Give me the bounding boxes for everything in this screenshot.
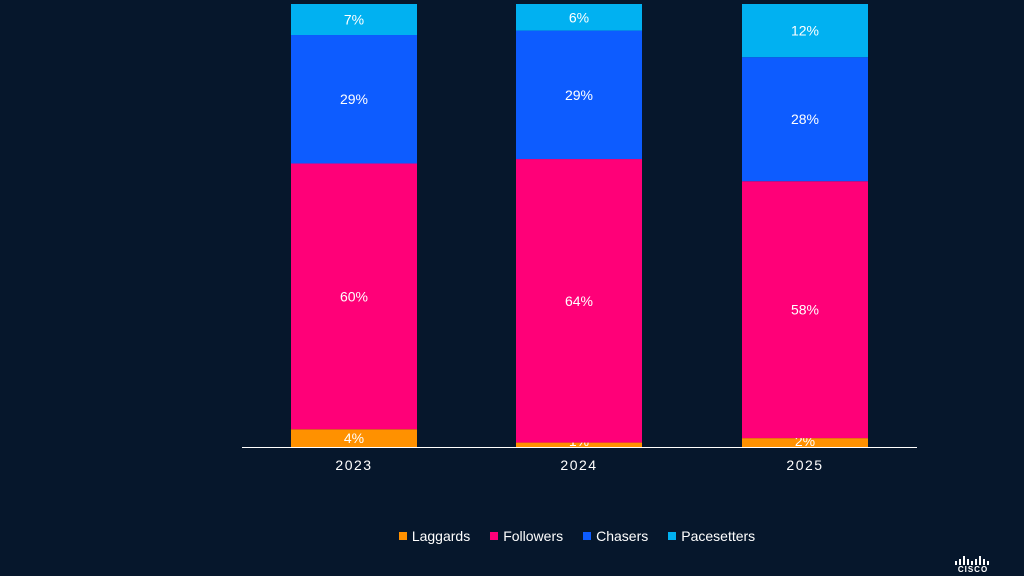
data-label-pacesetters-2024: 6% <box>569 9 589 25</box>
data-label-chasers-2024: 29% <box>565 87 593 103</box>
data-label-pacesetters-2023: 7% <box>344 12 364 28</box>
bar-segment-followers-2023 <box>291 163 417 430</box>
legend-label-pacesetters: Pacesetters <box>681 528 756 544</box>
data-label-chasers-2025: 28% <box>791 111 819 127</box>
data-label-followers-2023: 60% <box>340 288 368 304</box>
legend-label-followers: Followers <box>503 528 564 544</box>
legend-swatch-laggards <box>398 532 407 540</box>
cisco-logo-icon <box>955 556 989 565</box>
data-label-followers-2024: 64% <box>565 293 593 309</box>
cisco-logo: CISCO <box>953 554 993 574</box>
legend-swatch-followers <box>490 532 499 540</box>
legend-swatch-chasers <box>583 532 592 540</box>
data-label-followers-2025: 58% <box>791 302 819 318</box>
data-label-chasers-2023: 29% <box>340 91 368 107</box>
legend-item-followers: Followers <box>490 526 563 546</box>
chart-legend: Laggards Followers Chasers Pacesetters <box>0 526 1024 546</box>
bar-segment-laggards-2025 <box>742 438 868 447</box>
x-tick-label-2023: 2023 <box>335 457 372 473</box>
legend-item-pacesetters: Pacesetters <box>668 526 755 546</box>
legend-item-chasers: Chasers <box>583 526 648 546</box>
bar-segment-chasers-2024 <box>516 30 642 160</box>
legend-label-chasers: Chasers <box>596 528 649 544</box>
logo-text: CISCO <box>957 565 989 574</box>
legend-item-laggards: Laggards <box>398 526 471 546</box>
bar-segment-pacesetters-2024 <box>516 4 642 31</box>
bar-segment-pacesetters-2025 <box>742 4 868 58</box>
bar-segment-chasers-2023 <box>291 35 417 164</box>
x-tick-label-2025: 2025 <box>786 457 823 473</box>
bar-segment-followers-2024 <box>516 159 642 443</box>
bar-segment-laggards-2023 <box>291 429 417 447</box>
legend-swatch-pacesetters <box>668 532 677 540</box>
bar-segment-followers-2025 <box>742 181 868 439</box>
bar-segment-chasers-2025 <box>742 57 868 182</box>
bar-segment-laggards-2024 <box>516 442 642 447</box>
legend-label-laggards: Laggards <box>411 528 471 544</box>
data-label-laggards-2023: 4% <box>344 430 364 446</box>
bar-segment-pacesetters-2023 <box>291 4 417 36</box>
x-tick-label-2024: 2024 <box>560 457 597 473</box>
data-label-pacesetters-2025: 12% <box>791 23 819 39</box>
